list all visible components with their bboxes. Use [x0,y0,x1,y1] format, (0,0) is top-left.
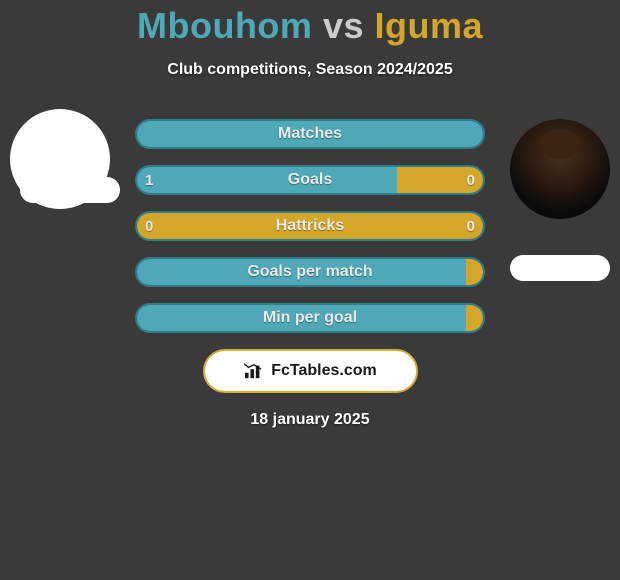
title-player2: Iguma [374,5,483,46]
comparison-chart: MatchesGoals10Hattricks00Goals per match… [0,119,620,333]
bar-label: Matches [135,119,485,149]
bar-value-player2: 0 [467,211,475,241]
bar-row: Matches [135,119,485,149]
avatar-player2 [510,119,610,219]
page-title: Mbouhom vs Iguma [0,0,620,47]
date-label: 18 january 2025 [0,411,620,429]
bar-label: Goals [135,165,485,195]
bar-rows: MatchesGoals10Hattricks00Goals per match… [135,119,485,333]
bar-value-player2: 0 [467,165,475,195]
title-vs: vs [312,5,374,46]
bar-row: Hattricks0 0 [135,211,485,241]
pill-player2 [510,255,610,281]
bar-label: Goals per match [135,257,485,287]
bar-label: Hattricks [135,211,485,241]
subtitle: Club competitions, Season 2024/2025 [0,61,620,79]
pill-player1 [20,177,120,203]
brand-badge: FcTables.com [203,349,418,393]
bar-row: Goals per match [135,257,485,287]
bar-row: Goals1 0 [135,165,485,195]
bar-row: Min per goal [135,303,485,333]
title-player1: Mbouhom [137,5,312,46]
bar-chart-icon [243,362,265,380]
brand-text: FcTables.com [271,362,377,380]
bar-label: Min per goal [135,303,485,333]
bar-value-player1: 0 [145,211,153,241]
bar-value-player1: 1 [145,165,153,195]
